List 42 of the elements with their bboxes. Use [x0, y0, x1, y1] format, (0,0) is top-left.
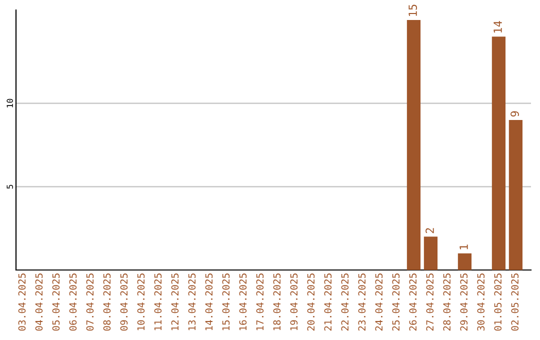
- x-tick-label: 15.04.2025: [222, 274, 230, 330]
- y-tick-label: 5: [6, 184, 13, 189]
- x-tick-label: 22.04.2025: [341, 274, 349, 331]
- bar: [424, 236, 438, 270]
- x-tick-label: 10.04.2025: [137, 274, 145, 330]
- x-tick-label: 01.05.2025: [494, 274, 502, 331]
- x-tick-label: 24.04.2025: [375, 274, 383, 331]
- bar: [458, 253, 472, 270]
- bar: [492, 36, 506, 270]
- data-label: 2: [426, 228, 434, 234]
- x-tick-label: 30.04.2025: [477, 274, 485, 331]
- x-tick-label: 16.04.2025: [239, 274, 247, 330]
- x-tick-label: 27.04.2025: [426, 274, 434, 331]
- y-tick-label: 10: [6, 98, 13, 108]
- data-label: 1: [460, 244, 468, 250]
- x-tick-label: 13.04.2025: [188, 274, 196, 330]
- bar: [508, 120, 522, 270]
- data-label: 14: [494, 21, 502, 33]
- x-tick-label: 02.05.2025: [511, 274, 519, 331]
- x-tick-label: 29.04.2025: [460, 274, 468, 331]
- x-tick-label: 28.04.2025: [443, 274, 451, 331]
- data-label: 9: [510, 111, 519, 117]
- data-label: 15: [408, 4, 417, 16]
- x-tick-label: 25.04.2025: [392, 274, 400, 331]
- x-tick-label: 09.04.2025: [120, 274, 128, 331]
- x-tick-label: 14.04.2025: [205, 274, 213, 330]
- bar: [406, 20, 421, 270]
- x-tick-label: 03.04.2025: [18, 274, 26, 331]
- x-tick-label: 26.04.2025: [409, 274, 417, 331]
- x-tick-label: 04.04.2025: [35, 274, 43, 331]
- x-tick-label: 23.04.2025: [358, 274, 366, 331]
- x-tick-label: 11.04.2025: [154, 274, 162, 330]
- x-tick-label: 19.04.2025: [290, 274, 298, 330]
- x-tick-label: 06.04.2025: [69, 274, 77, 331]
- x-tick-label: 05.04.2025: [52, 274, 60, 331]
- x-tick-label: 17.04.2025: [256, 274, 264, 330]
- x-tick-label: 21.04.2025: [324, 274, 332, 331]
- x-tick-label: 20.04.2025: [307, 274, 315, 331]
- x-tick-label: 18.04.2025: [273, 274, 281, 330]
- x-tick-label: 12.04.2025: [171, 274, 179, 330]
- x-tick-label: 07.04.2025: [86, 274, 94, 331]
- x-tick-label: 08.04.2025: [103, 274, 111, 331]
